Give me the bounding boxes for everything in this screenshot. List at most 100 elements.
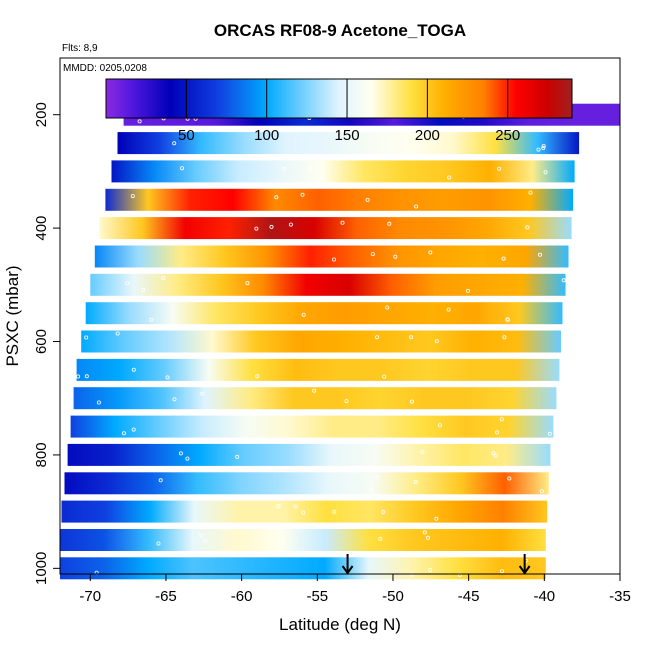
latitude-arrows	[341, 554, 531, 575]
data-point	[502, 335, 507, 340]
heatmap-row	[70, 415, 554, 438]
data-point	[409, 572, 414, 577]
data-point	[156, 541, 161, 546]
x-tick-label: -35	[609, 588, 631, 605]
data-point	[312, 388, 317, 393]
data-point	[493, 453, 498, 458]
x-tick-label: -70	[79, 588, 101, 605]
data-point	[161, 276, 166, 281]
data-point	[500, 569, 505, 574]
data-point	[274, 195, 279, 200]
data-point	[434, 339, 439, 344]
data-point	[301, 312, 306, 317]
x-axis-label: Latitude (deg N)	[279, 615, 401, 634]
heatmap-row	[67, 443, 551, 466]
data-point	[276, 504, 281, 509]
latitude-arrow	[518, 554, 531, 575]
data-point	[420, 450, 425, 455]
data-point	[307, 166, 312, 171]
data-point	[413, 479, 418, 484]
data-point	[414, 204, 419, 209]
colorbar-tick-label: 50	[178, 127, 195, 144]
heatmap-row	[105, 188, 574, 211]
data-point	[131, 367, 136, 372]
data-point	[447, 175, 452, 180]
x-tick-label: -65	[155, 588, 177, 605]
data-point	[375, 335, 380, 340]
data-point	[537, 252, 542, 257]
data-point	[505, 317, 510, 322]
data-point	[130, 194, 135, 199]
data-point	[547, 431, 552, 436]
data-point	[200, 391, 205, 396]
colorbar-tick-label: 150	[335, 127, 360, 144]
data-point	[494, 430, 499, 435]
data-point	[368, 487, 373, 492]
data-point	[115, 331, 120, 336]
data-point	[149, 317, 154, 322]
data-point	[491, 451, 496, 456]
heatmap-row	[94, 245, 569, 268]
data-point	[525, 225, 530, 230]
x-axis: -70 -65 -60 -55 -50 -45 -40 -35	[79, 574, 631, 605]
colorbar-tick-label: 250	[495, 127, 520, 144]
data-point	[172, 397, 177, 402]
heatmap-row	[60, 557, 546, 580]
heatmap-row	[111, 160, 575, 183]
data-point	[269, 224, 274, 229]
data-point	[125, 281, 130, 286]
data-point	[501, 256, 506, 261]
data-point	[281, 166, 286, 171]
data-point	[409, 335, 414, 340]
heatmap-rows	[60, 103, 620, 580]
data-point	[332, 509, 337, 514]
data-point	[465, 288, 470, 293]
data-point	[446, 307, 451, 312]
data-point	[178, 451, 183, 456]
y-tick-label: 400	[33, 216, 50, 241]
data-point	[428, 567, 433, 572]
heatmap-row	[117, 132, 580, 155]
data-point	[381, 509, 386, 514]
dates-annotation: MMDD: 0205,0208	[63, 63, 147, 74]
data-point	[203, 538, 208, 543]
data-point	[497, 166, 502, 171]
data-point	[428, 250, 433, 255]
data-point	[536, 147, 541, 152]
data-point	[409, 399, 414, 404]
plot-area-frame	[59, 57, 621, 575]
flights-annotation: Flts: 8,9	[62, 43, 98, 54]
colorbar: 50 100 150 200 250	[105, 78, 573, 144]
data-point	[425, 535, 430, 540]
heatmap-row	[81, 330, 561, 353]
data-point	[385, 305, 390, 310]
y-tick-label: 200	[33, 102, 50, 127]
x-tick-label: -50	[382, 588, 404, 605]
heatmap-row	[90, 273, 566, 296]
data-point	[370, 252, 375, 257]
data-point	[541, 144, 546, 149]
data-point	[141, 287, 146, 292]
x-tick-label: -55	[306, 588, 328, 605]
data-point	[165, 375, 170, 380]
heatmap-row	[76, 358, 560, 381]
data-point	[344, 399, 349, 404]
x-tick-label: -45	[458, 588, 480, 605]
data-point	[76, 374, 81, 379]
data-point	[528, 190, 533, 195]
data-point	[288, 222, 293, 227]
data-point	[199, 533, 204, 538]
data-point	[180, 166, 185, 171]
data-point	[422, 530, 427, 535]
data-point	[412, 142, 417, 147]
data-point	[331, 257, 336, 262]
y-tick-label: 1000	[33, 552, 50, 585]
colorbar-tick-label: 200	[415, 127, 440, 144]
y-axis-label: PSXC (mbar)	[3, 265, 22, 366]
data-point	[96, 400, 101, 405]
data-point	[561, 278, 566, 283]
x-tick-label: -60	[231, 588, 253, 605]
colorbar-tick-label: 100	[254, 127, 279, 144]
data-point	[255, 374, 260, 379]
